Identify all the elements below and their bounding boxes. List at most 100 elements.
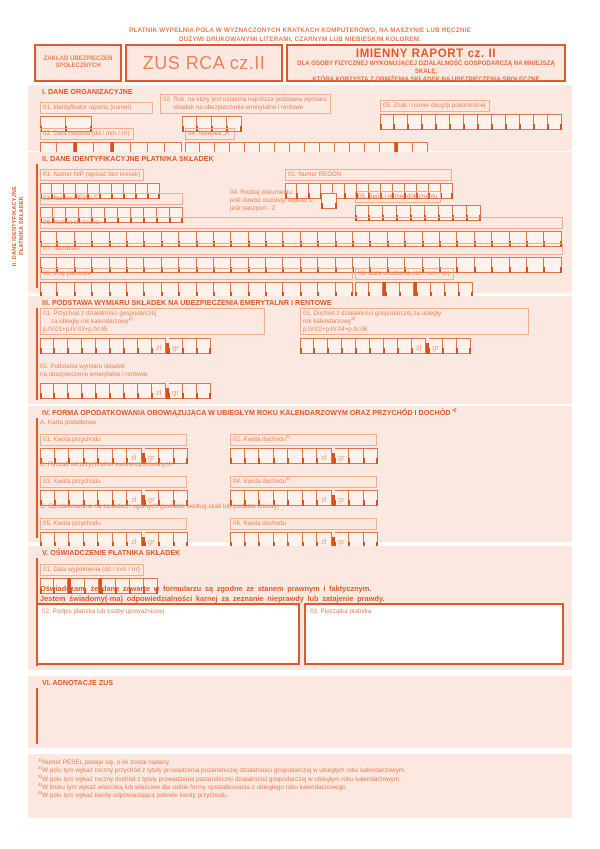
comb-cell[interactable]	[327, 337, 342, 354]
comb-cell[interactable]	[477, 114, 492, 130]
comb-cell[interactable]	[230, 257, 249, 273]
comb-cell[interactable]	[123, 337, 138, 354]
comb-cell[interactable]	[543, 257, 563, 273]
comb-cell[interactable]	[68, 448, 84, 464]
comb-cell[interactable]	[508, 257, 527, 273]
comb-cell[interactable]	[67, 382, 82, 399]
comb-cell[interactable]	[362, 490, 378, 506]
comb-cell[interactable]	[272, 448, 288, 464]
comb-cell[interactable]	[117, 207, 131, 223]
comb-cell[interactable]	[169, 207, 183, 223]
comb-cell[interactable]	[320, 192, 337, 209]
comb-cell[interactable]	[525, 257, 545, 273]
comb-cell[interactable]	[287, 490, 303, 506]
comb-cell[interactable]	[75, 183, 88, 199]
comb-cell[interactable]	[348, 448, 364, 464]
comb-cell[interactable]	[491, 257, 510, 273]
comb-cell[interactable]	[243, 490, 259, 506]
comb-cell[interactable]	[352, 257, 371, 273]
comb-cell[interactable]	[84, 578, 99, 594]
comb-cell[interactable]	[40, 183, 52, 199]
comb-cell[interactable]	[172, 490, 188, 506]
comb-cell[interactable]	[308, 183, 321, 199]
comb-cell[interactable]	[158, 490, 174, 506]
comb-cell[interactable]	[230, 490, 245, 506]
comb-cell[interactable]	[109, 337, 124, 354]
comb-cell[interactable]	[182, 337, 197, 354]
comb-cell[interactable]	[130, 207, 144, 223]
comb-cell[interactable]	[473, 257, 493, 273]
comb-cell[interactable]	[449, 114, 464, 130]
comb-cell[interactable]	[421, 114, 436, 130]
comb-cell[interactable]	[81, 382, 96, 399]
comb-cell[interactable]	[101, 578, 116, 594]
comb-cell[interactable]	[393, 114, 408, 130]
comb-cell[interactable]	[463, 114, 478, 130]
comb-cell[interactable]	[40, 578, 54, 594]
comb-cell[interactable]	[182, 115, 197, 132]
comb-cell[interactable]	[147, 183, 160, 199]
comb-cell[interactable]	[285, 183, 297, 199]
comb-cell[interactable]	[143, 207, 157, 223]
comb-cell[interactable]	[386, 257, 406, 273]
comb-cell[interactable]	[547, 114, 562, 130]
comb-cell[interactable]	[519, 114, 534, 130]
comb-cell[interactable]	[135, 183, 148, 199]
comb-cell[interactable]	[91, 207, 105, 223]
comb-cell[interactable]	[143, 257, 162, 273]
comb-cell[interactable]	[97, 490, 113, 506]
comb-cell[interactable]	[404, 257, 423, 273]
comb-cell[interactable]	[97, 448, 113, 464]
stamp-box[interactable]: 03. Pieczątka płatnika	[304, 603, 564, 665]
comb-cell[interactable]	[158, 448, 174, 464]
comb-cell[interactable]	[40, 448, 55, 464]
comb-cell[interactable]	[125, 257, 145, 273]
comb-cell[interactable]	[362, 532, 378, 548]
comb-cell[interactable]	[156, 207, 170, 223]
comb-cell[interactable]	[51, 183, 64, 199]
comb-cell[interactable]	[442, 337, 457, 354]
signature-box[interactable]: 02. Podpis płatnika lub osoby upoważnion…	[36, 603, 300, 665]
comb-cell[interactable]	[212, 257, 232, 273]
comb-cell[interactable]	[111, 448, 127, 464]
comb-cell[interactable]	[299, 257, 319, 273]
comb-cell[interactable]	[369, 257, 388, 273]
comb-cell[interactable]	[355, 337, 370, 354]
comb-cell[interactable]	[397, 337, 412, 354]
comb-cell[interactable]	[53, 448, 69, 464]
comb-cell[interactable]	[456, 337, 471, 354]
comb-cell[interactable]	[348, 490, 364, 506]
comb-cell[interactable]	[73, 257, 93, 273]
comb-cell[interactable]	[301, 490, 317, 506]
comb-cell[interactable]	[282, 257, 301, 273]
comb-cell[interactable]	[196, 337, 211, 354]
comb-cell[interactable]	[247, 257, 267, 273]
comb-cell[interactable]	[182, 382, 197, 399]
comb-cell[interactable]	[70, 578, 85, 594]
comb-cell[interactable]	[123, 183, 136, 199]
comb-cell[interactable]	[243, 448, 259, 464]
comb-cell[interactable]	[56, 257, 75, 273]
comb-cell[interactable]	[505, 114, 520, 130]
comb-cell[interactable]	[53, 337, 68, 354]
comb-cell[interactable]	[91, 257, 110, 273]
comb-cell[interactable]	[137, 337, 152, 354]
comb-cell[interactable]	[407, 114, 422, 130]
comb-cell[interactable]	[258, 490, 274, 506]
comb-cell[interactable]	[82, 448, 98, 464]
comb-cell[interactable]	[230, 448, 245, 464]
comb-cell[interactable]	[383, 337, 398, 354]
comb-cell[interactable]	[109, 382, 124, 399]
comb-cell[interactable]	[53, 578, 68, 594]
comb-cell[interactable]	[87, 183, 100, 199]
comb-cell[interactable]	[362, 448, 378, 464]
comb-cell[interactable]	[53, 490, 69, 506]
comb-cell[interactable]	[435, 114, 450, 130]
comb-cell[interactable]	[99, 183, 112, 199]
comb-cell[interactable]	[95, 337, 110, 354]
comb-cell[interactable]	[172, 532, 188, 548]
comb-cell[interactable]	[300, 337, 314, 354]
comb-cell[interactable]	[40, 282, 58, 298]
comb-cell[interactable]	[108, 257, 127, 273]
comb-cell[interactable]	[369, 337, 384, 354]
